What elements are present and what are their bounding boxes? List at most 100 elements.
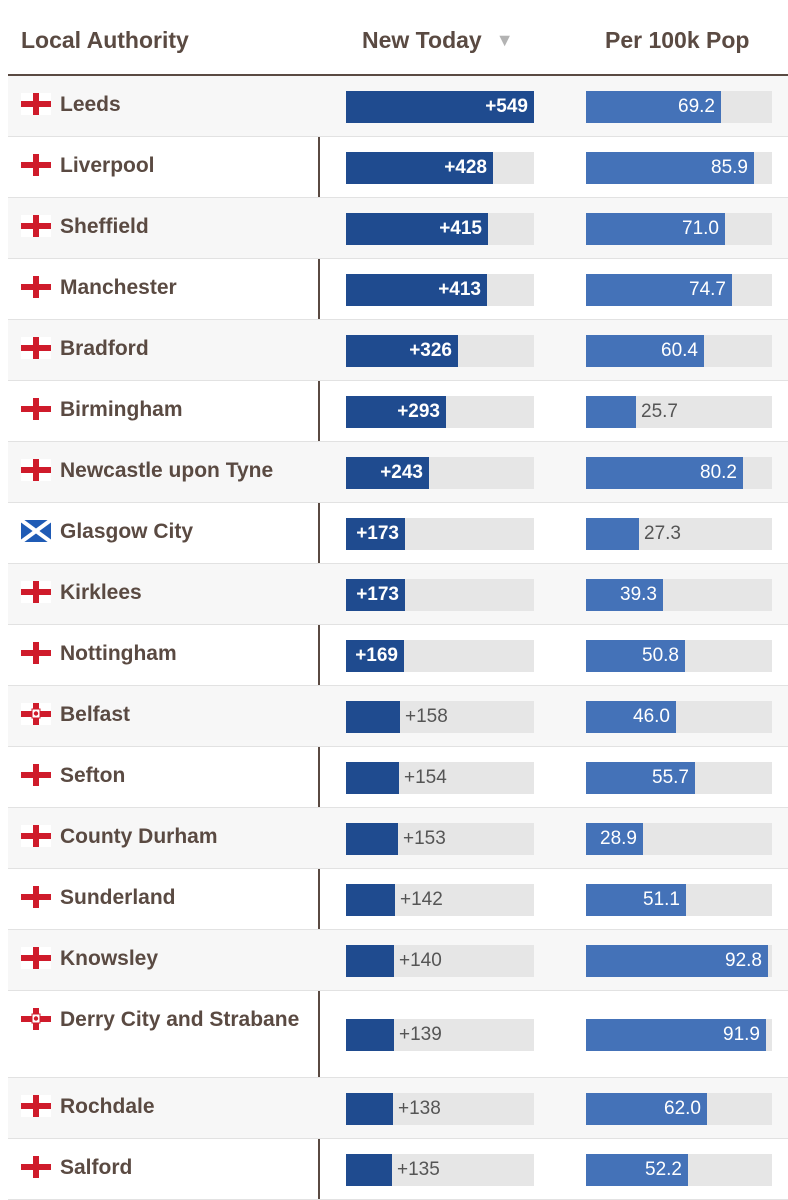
- table-row[interactable]: Sefton +154 55.7: [8, 747, 788, 808]
- local-authority-name: Glasgow City: [19, 518, 311, 545]
- per-100k-bar-track: 69.2: [586, 91, 772, 123]
- table-row[interactable]: Belfast +158 46.0: [8, 686, 788, 747]
- local-authority-label: Rochdale: [60, 1095, 155, 1118]
- flag-england-icon: [21, 947, 51, 969]
- flag-england-icon: [21, 825, 51, 847]
- new-today-bar-track: +243: [346, 457, 534, 489]
- per-100k-bar-track: 62.0: [586, 1093, 772, 1125]
- column-header-per-100k[interactable]: Per 100k Pop: [605, 27, 749, 54]
- cases-table: Local Authority New Today ▼ Per 100k Pop …: [8, 0, 788, 1200]
- new-today-value-label: +173: [356, 584, 399, 605]
- table-row[interactable]: Manchester +413 74.7: [8, 259, 788, 320]
- table-row[interactable]: Sheffield +415 71.0: [8, 198, 788, 259]
- flag-england-icon: [21, 459, 51, 481]
- local-authority-label: Sheffield: [60, 215, 149, 238]
- local-authority-label: Manchester: [60, 276, 177, 299]
- per-100k-value-label: 71.0: [682, 218, 719, 239]
- local-authority-label: Salford: [60, 1156, 133, 1179]
- table-row[interactable]: Kirklees +173 39.3: [8, 564, 788, 625]
- new-today-value-label: +243: [380, 462, 423, 483]
- new-today-value-label: +140: [399, 950, 442, 971]
- table-row[interactable]: Sunderland +142 51.1: [8, 869, 788, 930]
- per-100k-bar: [586, 823, 643, 855]
- column-header-local-authority[interactable]: Local Authority: [21, 27, 189, 54]
- per-100k-bar-track: 50.8: [586, 640, 772, 672]
- new-today-bar-track: +326: [346, 335, 534, 367]
- column-header-new-today-label: New Today: [362, 27, 482, 53]
- local-authority-name: Bradford: [21, 336, 311, 362]
- new-today-bar: [346, 579, 405, 611]
- new-today-value-label: +158: [405, 706, 448, 727]
- flag-scotland-icon: [19, 518, 53, 544]
- new-today-bar: [346, 701, 400, 733]
- per-100k-value-label: 27.3: [644, 523, 681, 544]
- table-header: Local Authority New Today ▼ Per 100k Pop: [8, 0, 788, 76]
- table-row[interactable]: Knowsley +140 92.8: [8, 930, 788, 991]
- table-row[interactable]: Leeds +549 69.2: [8, 76, 788, 137]
- per-100k-bar: [586, 274, 732, 306]
- local-authority-label: Derry City and Strabane: [60, 1008, 300, 1031]
- per-100k-value-label: 62.0: [664, 1098, 701, 1119]
- per-100k-bar-track: 46.0: [586, 701, 772, 733]
- new-today-bar-track: +413: [346, 274, 534, 306]
- new-today-value-label: +413: [438, 279, 481, 300]
- table-row[interactable]: Rochdale +138 62.0: [8, 1078, 788, 1139]
- new-today-bar: [346, 457, 429, 489]
- per-100k-bar: [586, 640, 685, 672]
- local-authority-name: Rochdale: [21, 1094, 311, 1120]
- new-today-bar-track: +549: [346, 91, 534, 123]
- per-100k-bar: [586, 579, 663, 611]
- per-100k-value-label: 50.8: [642, 645, 679, 666]
- new-today-value-label: +415: [439, 218, 482, 239]
- new-today-bar: [346, 640, 404, 672]
- local-authority-name: Sefton: [21, 763, 311, 789]
- flag-england-icon: [21, 276, 51, 298]
- new-today-bar-track: +169: [346, 640, 534, 672]
- table-row[interactable]: Birmingham +293 25.7: [8, 381, 788, 442]
- new-today-bar-track: +142: [346, 884, 534, 916]
- new-today-bar: [346, 91, 534, 123]
- new-today-bar: [346, 945, 394, 977]
- new-today-value-label: +142: [400, 889, 443, 910]
- local-authority-name: Nottingham: [21, 641, 311, 667]
- new-today-value-label: +153: [403, 828, 446, 849]
- local-authority-label: Leeds: [60, 93, 121, 116]
- table-row[interactable]: County Durham +153 28.9: [8, 808, 788, 869]
- per-100k-value-label: 55.7: [652, 767, 689, 788]
- per-100k-bar: [586, 762, 695, 794]
- per-100k-bar-track: 60.4: [586, 335, 772, 367]
- per-100k-bar: [586, 884, 686, 916]
- per-100k-bar: [586, 152, 754, 184]
- local-authority-name: Derry City and Strabane: [21, 1007, 311, 1033]
- new-today-bar: [346, 274, 487, 306]
- per-100k-bar-track: 27.3: [586, 518, 772, 550]
- per-100k-bar: [586, 396, 636, 428]
- flag-england-icon: [21, 398, 51, 420]
- per-100k-bar-track: 92.8: [586, 945, 772, 977]
- new-today-bar-track: +135: [346, 1154, 534, 1186]
- local-authority-label: Sunderland: [60, 886, 176, 909]
- column-header-new-today[interactable]: New Today ▼: [362, 27, 514, 54]
- table-row[interactable]: Glasgow City +173 27.3: [8, 503, 788, 564]
- per-100k-bar: [586, 457, 743, 489]
- new-today-value-label: +549: [485, 96, 528, 117]
- table-row[interactable]: Derry City and Strabane +139 91.9: [8, 991, 788, 1078]
- table-row[interactable]: Nottingham +169 50.8: [8, 625, 788, 686]
- table-row[interactable]: Bradford +326 60.4: [8, 320, 788, 381]
- column-divider: [318, 76, 320, 1200]
- new-today-bar: [346, 1154, 392, 1186]
- per-100k-bar: [586, 335, 704, 367]
- new-today-bar: [346, 335, 458, 367]
- new-today-bar: [346, 762, 399, 794]
- local-authority-label: Glasgow City: [60, 520, 194, 543]
- flag-england-icon: [21, 642, 51, 664]
- per-100k-value-label: 28.9: [600, 828, 637, 849]
- per-100k-value-label: 39.3: [620, 584, 657, 605]
- local-authority-name: Manchester: [21, 275, 311, 301]
- per-100k-value-label: 69.2: [678, 96, 715, 117]
- flag-england-icon: [21, 764, 51, 786]
- table-row[interactable]: Liverpool +428 85.9: [8, 137, 788, 198]
- new-today-value-label: +169: [355, 645, 398, 666]
- table-row[interactable]: Salford +135 52.2: [8, 1139, 788, 1200]
- table-row[interactable]: Newcastle upon Tyne +243 80.2: [8, 442, 788, 503]
